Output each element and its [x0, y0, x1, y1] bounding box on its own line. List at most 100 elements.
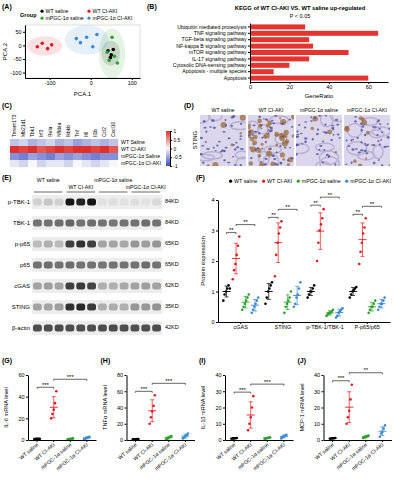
band	[87, 283, 96, 290]
significance-label: **	[229, 227, 234, 233]
tick-mark	[248, 26, 250, 27]
band	[76, 241, 85, 248]
tick: 0	[170, 147, 177, 152]
nucleus	[228, 137, 231, 138]
panel-j: (J)010203040WT salineWT CI-AKImPGC-1α sa…	[298, 357, 393, 472]
cell	[37, 139, 46, 146]
error-bar	[52, 397, 56, 418]
nucleus	[317, 128, 320, 130]
band	[98, 199, 107, 206]
nucleus	[213, 127, 216, 129]
tick-mark	[170, 149, 172, 150]
legend-label: mPGC-1α CI-AKI	[350, 178, 391, 184]
legend-label: WT saline	[234, 178, 258, 184]
band	[44, 199, 53, 206]
tick-label: 40	[18, 394, 24, 400]
tick-label: 0	[317, 437, 320, 443]
point	[36, 45, 40, 49]
tick: 20	[215, 405, 225, 411]
axis-line	[225, 376, 226, 441]
error-bar	[253, 299, 257, 311]
stain	[249, 124, 251, 126]
cell	[28, 160, 37, 167]
tick: mPGC-1α CI-AKI	[55, 440, 89, 472]
nucleus	[360, 141, 363, 143]
nucleus	[316, 153, 319, 155]
column-label: Ikbkb	[65, 125, 71, 137]
significance-label: **	[355, 209, 360, 215]
tick-mark	[26, 397, 28, 398]
legend-item: WT saline	[229, 178, 258, 184]
tick: 0	[249, 82, 252, 90]
panel-label: (I)	[199, 357, 206, 365]
tick-label: 50	[15, 29, 21, 35]
tick-mark	[125, 375, 127, 376]
tick: -1	[170, 164, 178, 169]
axis: -1-0.500.51	[170, 129, 182, 169]
stain	[249, 161, 253, 165]
axis-line	[226, 440, 294, 441]
size-label: 84KD	[165, 198, 179, 204]
cell	[73, 160, 82, 167]
nucleus	[258, 116, 261, 118]
tick: 0	[18, 43, 25, 49]
point	[288, 296, 291, 299]
tick-mark	[70, 440, 71, 442]
nucleus	[203, 121, 205, 123]
point	[247, 293, 250, 296]
point	[112, 48, 116, 52]
tubule	[373, 145, 383, 158]
tick: 20	[117, 421, 127, 427]
nucleus	[296, 134, 299, 136]
tubule	[263, 154, 278, 166]
tick: 4	[211, 197, 218, 203]
stain	[366, 131, 370, 135]
point	[283, 312, 286, 315]
stain	[282, 158, 285, 161]
axis: -100-50050	[10, 26, 25, 79]
band	[76, 304, 85, 311]
band	[131, 241, 140, 248]
legend-label: mPGC-1α saline	[46, 15, 84, 21]
tick-mark	[152, 440, 153, 442]
stain	[288, 157, 293, 162]
tick: 3	[211, 228, 218, 234]
point	[321, 217, 324, 220]
axis-line	[26, 78, 141, 79]
size-label: 62KD	[165, 282, 179, 288]
nucleus	[200, 137, 203, 139]
tick: -0.5	[170, 155, 182, 160]
band	[55, 241, 64, 248]
error-bar	[232, 438, 236, 439]
nucleus	[222, 131, 225, 133]
tick: 0.5	[170, 138, 181, 143]
band	[131, 220, 140, 227]
band	[33, 283, 42, 290]
stain	[258, 154, 262, 158]
tick-mark	[125, 408, 127, 409]
band	[44, 304, 53, 311]
band	[33, 262, 42, 269]
nucleus	[354, 120, 356, 122]
ihc-image	[296, 115, 342, 166]
legend-item: WT CI-AKI	[262, 178, 292, 184]
tick-label: -0.5	[174, 155, 183, 160]
band	[131, 262, 140, 269]
point	[223, 293, 226, 296]
nucleus	[235, 142, 237, 144]
cell	[73, 139, 82, 146]
tick-label: mPGC-1α CI-AKI	[153, 441, 187, 471]
nucleus	[234, 164, 236, 166]
cell	[37, 153, 46, 160]
tick: mPGC-1α CI-AKI	[252, 440, 286, 472]
cell	[64, 139, 73, 146]
tubule	[316, 143, 335, 151]
point	[384, 424, 387, 427]
band	[141, 325, 150, 332]
tick-label: Apoptosis - multiple species	[182, 68, 247, 74]
band	[98, 304, 107, 311]
point	[316, 260, 319, 263]
point	[359, 251, 362, 254]
tick-label: NF-kappa B signaling pathway	[176, 43, 247, 49]
nucleus	[376, 134, 378, 136]
